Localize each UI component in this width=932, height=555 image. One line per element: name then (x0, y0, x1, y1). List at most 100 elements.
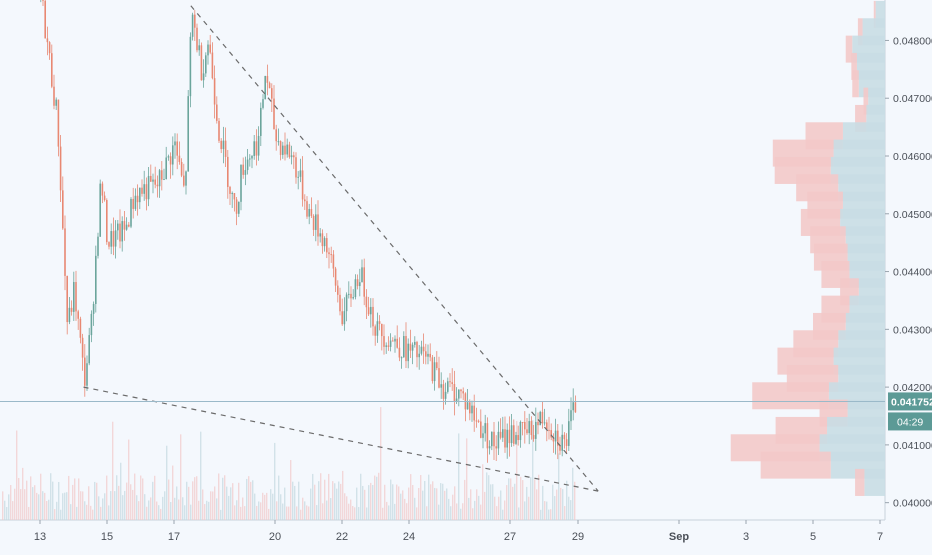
volume-bar (142, 478, 144, 520)
candle-body (396, 338, 398, 348)
volume-bar (498, 496, 500, 520)
volume-profile-down (852, 70, 859, 98)
candle-body (414, 341, 416, 345)
volume-bar (506, 485, 508, 520)
volume-bar (372, 484, 374, 520)
candle-body (64, 228, 66, 276)
volume-bar (122, 495, 124, 520)
volume-bar (550, 509, 552, 520)
candle-body (211, 52, 214, 79)
candle-body (323, 238, 326, 247)
volume-bar (140, 475, 142, 520)
volume-bar (208, 501, 210, 520)
candle-body (319, 233, 321, 237)
volume-bar (300, 509, 302, 520)
volume-bar (196, 476, 198, 520)
candle-body (288, 144, 291, 158)
volume-bar (308, 506, 310, 520)
candle-body (119, 223, 121, 242)
volume-bars (2, 407, 576, 520)
candle-body (238, 201, 240, 214)
candle-body (178, 155, 181, 162)
candle-body (444, 391, 447, 399)
volume-bar (260, 502, 262, 520)
volume-bar (214, 486, 216, 520)
volume-bar (454, 486, 456, 520)
candle-body (427, 353, 429, 357)
candle-body (79, 318, 82, 338)
volume-bar (520, 476, 522, 520)
candle-body (328, 252, 330, 255)
volume-bar (514, 483, 516, 520)
volume-bar (264, 494, 266, 520)
volume-bar (326, 500, 328, 520)
candle-body (484, 423, 486, 434)
candle-body (356, 279, 359, 287)
candle-body (88, 335, 90, 364)
candle-body (246, 159, 249, 171)
candle-body (433, 362, 436, 382)
candle-body (517, 435, 519, 441)
volume-bar (388, 505, 390, 520)
candle-body (70, 307, 73, 312)
volume-profile-down (857, 18, 863, 46)
candle-body (295, 157, 297, 178)
candle-body (541, 411, 544, 424)
candle-body (301, 170, 304, 200)
volume-bar (348, 503, 350, 520)
volume-bar (480, 504, 482, 520)
volume-bar (402, 490, 404, 520)
candle-body (139, 187, 141, 203)
countdown-badge (888, 412, 932, 431)
volume-bar (152, 481, 154, 520)
candle-body (68, 307, 71, 323)
volume-bar (104, 493, 106, 520)
volume-bar (186, 481, 188, 520)
volume-bar (478, 495, 480, 520)
volume-bar (234, 505, 236, 520)
candle-body (374, 326, 376, 336)
candle-body (535, 421, 537, 439)
volume-bar (484, 491, 486, 520)
volume-bar (570, 500, 572, 520)
candle-body (176, 141, 178, 156)
candle-body (561, 434, 563, 451)
volume-bar (150, 497, 152, 520)
volume-profile-down (851, 52, 857, 80)
volume-bar (242, 497, 244, 520)
volume-bar (4, 500, 6, 520)
candle-body (152, 179, 154, 182)
volume-bar (370, 482, 372, 520)
volume-bar (40, 473, 42, 520)
volume-bar (460, 508, 462, 520)
candle-body (519, 421, 522, 441)
volume-bar (164, 491, 166, 520)
candle-body (134, 195, 137, 209)
candle-body (216, 104, 218, 121)
volume-bar (468, 497, 470, 520)
volume-bar (338, 481, 340, 520)
candle-body (475, 420, 478, 422)
candle-body (277, 141, 280, 143)
volume-bar (334, 483, 336, 520)
candle-body (185, 171, 187, 186)
candle-body (504, 429, 506, 448)
countdown-label: 04:29 (897, 416, 923, 428)
volume-bar (134, 473, 136, 520)
volume-bar (316, 505, 318, 520)
volume-bar (378, 472, 380, 520)
volume-bar (228, 495, 230, 520)
volume-bar (366, 507, 368, 520)
volume-bar (536, 489, 538, 520)
candle-body (431, 357, 434, 382)
candle-body (251, 155, 253, 159)
volume-bar (68, 475, 70, 520)
candle-body (229, 186, 231, 194)
candle-body (92, 303, 95, 314)
candle-body (130, 198, 132, 227)
volume-bar (194, 477, 196, 520)
candle-body (458, 389, 460, 399)
